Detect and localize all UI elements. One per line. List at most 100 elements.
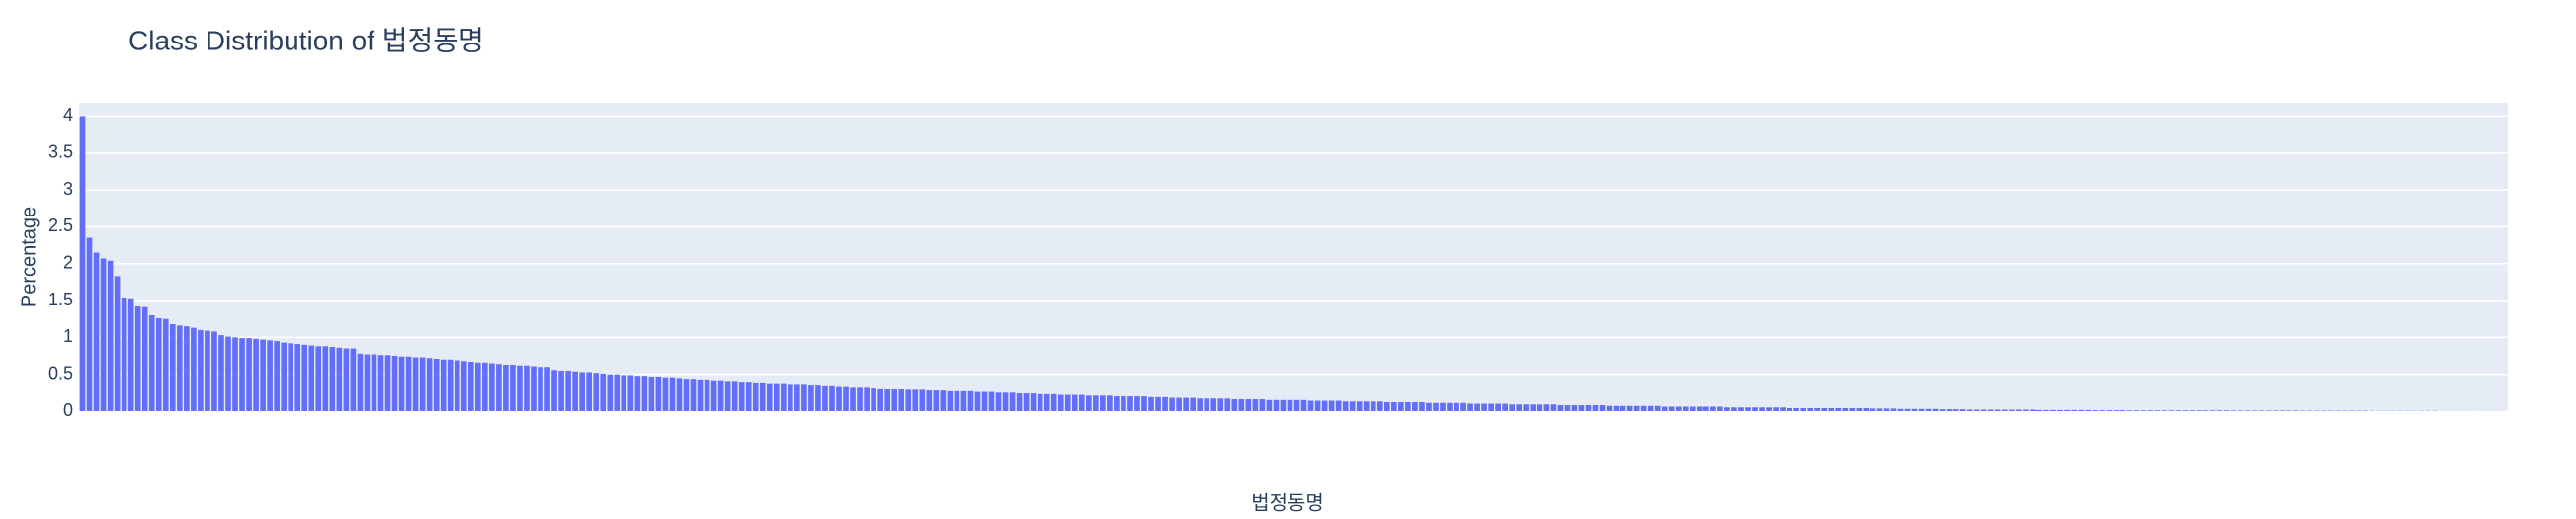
bar	[690, 379, 697, 411]
bar	[919, 389, 926, 411]
bar	[1523, 404, 1530, 411]
bar	[1412, 402, 1418, 411]
bar	[496, 364, 502, 411]
bar	[426, 358, 433, 411]
bar	[2285, 410, 2292, 411]
bar	[1398, 402, 1404, 411]
bar	[781, 383, 787, 411]
bar	[2154, 410, 2161, 411]
bar	[2133, 410, 2140, 411]
bar	[1114, 396, 1120, 411]
bar	[2002, 409, 2008, 411]
bar	[134, 306, 141, 411]
bar	[1307, 400, 1314, 411]
y-tick-label: 2	[63, 252, 73, 272]
bar	[1064, 394, 1071, 411]
bar	[683, 379, 690, 411]
bar	[86, 237, 93, 411]
bar	[738, 382, 745, 411]
bar	[1266, 399, 1273, 411]
bar	[1980, 409, 1987, 411]
bar	[1433, 402, 1439, 411]
bar	[1502, 403, 1509, 411]
bar	[1141, 396, 1147, 411]
bar	[1009, 392, 1016, 411]
bar	[141, 306, 148, 411]
bar	[829, 385, 835, 411]
bar	[988, 391, 995, 411]
bar	[246, 338, 252, 411]
bar	[1890, 408, 1897, 411]
bar	[460, 361, 467, 411]
bar	[169, 323, 176, 411]
bar	[281, 342, 287, 411]
bar	[940, 390, 947, 411]
bar	[253, 338, 259, 411]
bar	[773, 383, 780, 411]
bar	[1966, 409, 1973, 411]
bar	[1335, 400, 1342, 411]
bar	[510, 364, 516, 411]
bar	[579, 372, 585, 411]
bar	[1516, 404, 1523, 411]
bar	[1100, 395, 1106, 411]
bar	[114, 276, 121, 411]
bar	[2119, 410, 2126, 411]
bar	[1918, 408, 1925, 411]
bar	[1071, 394, 1078, 411]
bar	[1807, 408, 1814, 411]
bar	[1293, 399, 1300, 411]
bar	[155, 317, 162, 411]
bar	[1488, 403, 1494, 411]
bar	[1162, 396, 1168, 411]
bar	[1897, 408, 1904, 411]
bar	[503, 364, 509, 411]
bar	[2036, 409, 2042, 411]
bar	[843, 386, 849, 411]
bar	[1613, 405, 1620, 411]
bar	[1925, 408, 1932, 411]
bar	[1620, 405, 1626, 411]
bar	[177, 325, 183, 411]
bar	[898, 389, 905, 411]
bar	[558, 370, 564, 411]
bar	[1280, 399, 1287, 411]
bar	[1946, 409, 1953, 411]
bar	[294, 344, 301, 411]
bar	[2161, 410, 2168, 411]
bar	[2050, 409, 2056, 411]
bar	[593, 373, 600, 411]
bar	[1640, 405, 1647, 411]
bar	[1883, 408, 1890, 411]
bar	[1016, 393, 1023, 411]
bar	[357, 353, 364, 411]
bar	[2237, 410, 2244, 411]
bar	[1481, 403, 1487, 411]
bar	[1592, 405, 1599, 411]
bar	[1197, 398, 1204, 411]
y-tick-label: 4	[63, 105, 73, 125]
bar	[1876, 408, 1883, 411]
bar	[2175, 410, 2182, 411]
bar	[398, 356, 405, 411]
bar	[801, 384, 807, 411]
bar	[2258, 410, 2265, 411]
bar	[391, 356, 398, 411]
bar	[864, 387, 870, 411]
bar	[704, 379, 710, 411]
bar	[2272, 410, 2279, 411]
bar	[1440, 402, 1446, 411]
y-tick-label: 3	[63, 179, 73, 199]
bar	[2189, 410, 2196, 411]
bar	[308, 345, 315, 411]
bar	[1987, 409, 1994, 411]
bar	[1405, 402, 1411, 411]
bar	[1766, 407, 1772, 411]
bar	[2182, 410, 2189, 411]
bar	[531, 366, 537, 411]
bar	[2009, 409, 2015, 411]
bar	[1717, 406, 1723, 411]
bar	[524, 365, 530, 411]
bar	[1800, 408, 1806, 411]
